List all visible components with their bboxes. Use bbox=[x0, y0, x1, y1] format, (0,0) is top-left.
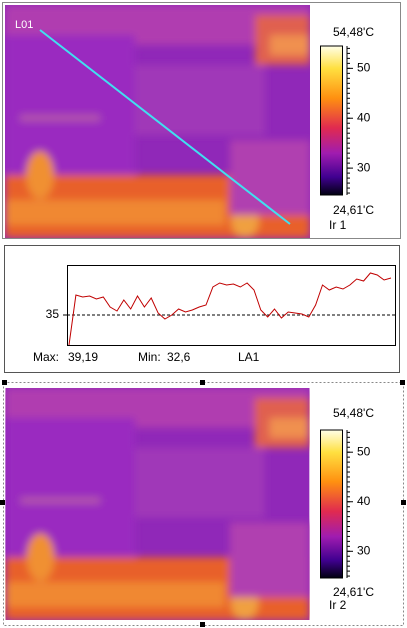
plot-area bbox=[67, 265, 396, 346]
y-tick-label: 35 bbox=[46, 307, 60, 321]
scale-max-label: 54,48'C bbox=[333, 25, 374, 39]
scale-tick-label: 30 bbox=[357, 160, 371, 174]
max-label: Max: bbox=[33, 350, 59, 364]
profile-panel bbox=[4, 245, 400, 373]
image-name: Ir 2 bbox=[329, 598, 347, 612]
thermal-image bbox=[6, 388, 310, 620]
max-value: 39,19 bbox=[68, 350, 98, 364]
min-value: 32,6 bbox=[167, 350, 191, 364]
scale-min-label: 24,61'C bbox=[333, 203, 374, 217]
image-name: Ir 1 bbox=[329, 218, 347, 232]
scale-tick-label: 30 bbox=[357, 543, 371, 557]
min-label: Min: bbox=[138, 350, 161, 364]
scale-tick-label: 50 bbox=[357, 444, 371, 458]
scale-max-label: 54,48'C bbox=[333, 406, 374, 420]
selection-handles[interactable] bbox=[0, 380, 406, 627]
color-bar bbox=[320, 45, 343, 196]
profile-chart: 35 bbox=[46, 265, 396, 346]
color-scale: 54,48'C 30 40 50 24,61'CIr 1 bbox=[320, 25, 374, 232]
line-label: L01 bbox=[15, 19, 33, 31]
profile-line bbox=[68, 272, 392, 346]
color-scale: 54,48'C 30 40 50 24,61'CIr 2 bbox=[320, 406, 374, 612]
series-label: LA1 bbox=[238, 350, 260, 364]
color-bar bbox=[320, 429, 343, 579]
scale-tick-label: 40 bbox=[357, 494, 371, 508]
measure-line[interactable] bbox=[39, 29, 291, 225]
scale-tick-label: 50 bbox=[357, 61, 371, 75]
scale-tick-label: 40 bbox=[357, 110, 371, 124]
scale-min-label: 24,61'C bbox=[333, 585, 374, 599]
